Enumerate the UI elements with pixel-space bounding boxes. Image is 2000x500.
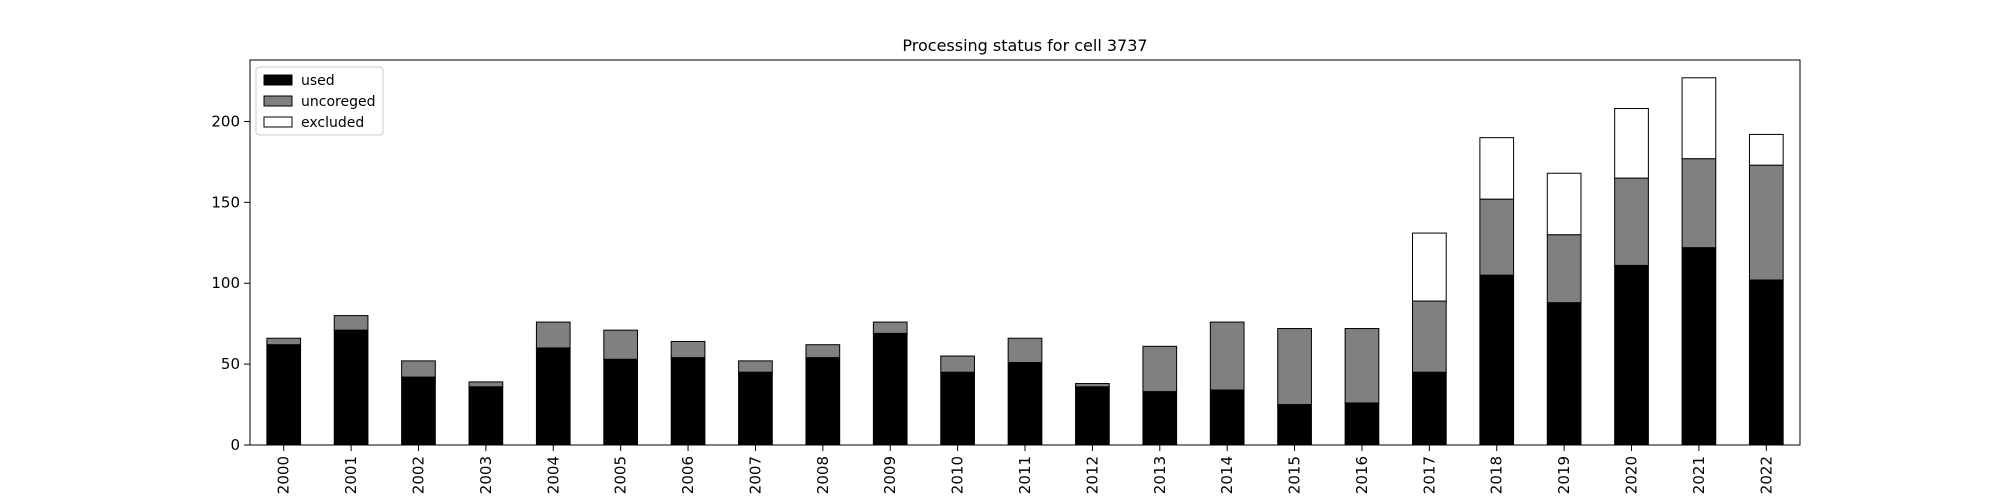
bar-uncoreged-2010 (940, 355, 975, 373)
bar-uncoreged-2001 (333, 315, 369, 331)
bar-used-2021 (1681, 247, 1717, 446)
bar-used-2003 (468, 386, 504, 446)
legend-swatch-used (263, 74, 293, 86)
bar-uncoreged-2016 (1344, 328, 1380, 404)
bar-uncoreged-2018 (1479, 198, 1515, 276)
bar-uncoreged-2003 (468, 381, 504, 388)
bar-used-2002 (401, 376, 436, 446)
bars-group (266, 77, 1784, 446)
bar-uncoreged-2019 (1546, 234, 1582, 304)
bar-used-2001 (333, 329, 369, 446)
x-tick-label-2014: 2014 (1218, 456, 1236, 494)
axes-group: 0 50 100 150 200 2000 2001 2002 2003 2004 2005 2006… (211, 59, 1801, 494)
bar-uncoreged-2006 (670, 340, 706, 359)
bar-uncoreged-2013 (1142, 345, 1178, 393)
bar-uncoreged-2008 (805, 344, 841, 359)
x-tick-label-2022: 2022 (1757, 456, 1775, 494)
x-tick-label-2009: 2009 (881, 456, 899, 494)
x-tick-label-2007: 2007 (746, 456, 764, 494)
x-tick-label-2006: 2006 (679, 456, 697, 494)
bar-uncoreged-2004 (535, 321, 571, 349)
bar-used-2011 (1007, 362, 1043, 446)
y-tick-label-0: 0 (230, 436, 240, 454)
x-tick-label-2001: 2001 (342, 456, 360, 494)
bar-used-2019 (1546, 302, 1582, 446)
bar-excluded-2022 (1748, 133, 1784, 166)
bar-used-2017 (1412, 371, 1447, 446)
bar-used-2012 (1075, 386, 1110, 446)
y-tick-label-50: 50 (221, 355, 240, 373)
x-tick-label-2002: 2002 (409, 456, 427, 494)
bar-used-2013 (1142, 391, 1178, 446)
bar-used-2008 (805, 357, 841, 446)
legend-label-excluded: excluded (301, 115, 364, 131)
x-tick-label-2012: 2012 (1083, 456, 1101, 494)
bar-used-2014 (1209, 389, 1245, 446)
x-tick-label-2021: 2021 (1690, 456, 1708, 494)
bar-used-2020 (1614, 264, 1649, 446)
y-tick-label-150: 150 (211, 193, 240, 211)
x-tick-label-2016: 2016 (1353, 456, 1371, 494)
bar-used-2004 (535, 347, 571, 446)
bar-excluded-2020 (1614, 108, 1649, 179)
x-tick-label-2019: 2019 (1555, 456, 1573, 494)
x-tick-label-2000: 2000 (275, 456, 293, 494)
bar-uncoreged-2009 (872, 321, 908, 334)
x-tick-label-2020: 2020 (1623, 456, 1641, 494)
bar-used-2007 (738, 371, 773, 446)
chart-title: Processing status for cell 3737 (902, 36, 1147, 55)
x-tick-label-2003: 2003 (477, 456, 495, 494)
bar-uncoreged-2014 (1209, 321, 1245, 391)
bar-uncoreged-2005 (603, 329, 638, 360)
bar-uncoreged-2007 (738, 360, 773, 373)
bar-uncoreged-2022 (1748, 164, 1784, 281)
bar-uncoreged-2012 (1075, 383, 1110, 388)
bar-uncoreged-2011 (1007, 337, 1043, 363)
x-tick-label-2013: 2013 (1151, 456, 1169, 494)
bar-used-2000 (266, 344, 302, 446)
x-tick-label-2018: 2018 (1488, 456, 1506, 494)
x-tick-label-2015: 2015 (1286, 456, 1304, 494)
bar-uncoreged-2021 (1681, 158, 1717, 249)
bar-used-2010 (940, 371, 975, 446)
bar-excluded-2017 (1412, 232, 1447, 302)
bar-used-2006 (670, 357, 706, 446)
x-tick-label-2010: 2010 (949, 456, 967, 494)
bar-uncoreged-2020 (1614, 177, 1649, 266)
legend-swatch-uncoreged (263, 95, 293, 107)
bar-used-2022 (1748, 279, 1784, 446)
y-tick-label-200: 200 (211, 112, 240, 130)
legend-label-used: used (301, 73, 335, 89)
bar-used-2018 (1479, 274, 1515, 446)
bar-used-2015 (1277, 404, 1312, 446)
bar-uncoreged-2017 (1412, 300, 1447, 373)
legend-label-uncoreged: uncoreged (301, 94, 375, 110)
bar-excluded-2021 (1681, 77, 1717, 160)
bar-used-2005 (603, 358, 638, 446)
bar-used-2009 (872, 332, 908, 446)
bar-uncoreged-2002 (401, 360, 436, 378)
legend: used uncoreged excluded (255, 66, 384, 136)
x-tick-label-2011: 2011 (1016, 456, 1034, 494)
bar-used-2016 (1344, 402, 1380, 446)
legend-swatch-excluded (263, 116, 293, 128)
x-tick-label-2017: 2017 (1420, 456, 1438, 494)
x-tick-label-2008: 2008 (814, 456, 832, 494)
bar-excluded-2018 (1479, 137, 1515, 200)
bar-excluded-2019 (1546, 172, 1582, 236)
bar-uncoreged-2015 (1277, 328, 1312, 406)
x-tick-label-2005: 2005 (612, 456, 630, 494)
y-tick-label-100: 100 (211, 274, 240, 292)
bar-uncoreged-2000 (266, 337, 302, 346)
x-tick-label-2004: 2004 (544, 456, 562, 494)
